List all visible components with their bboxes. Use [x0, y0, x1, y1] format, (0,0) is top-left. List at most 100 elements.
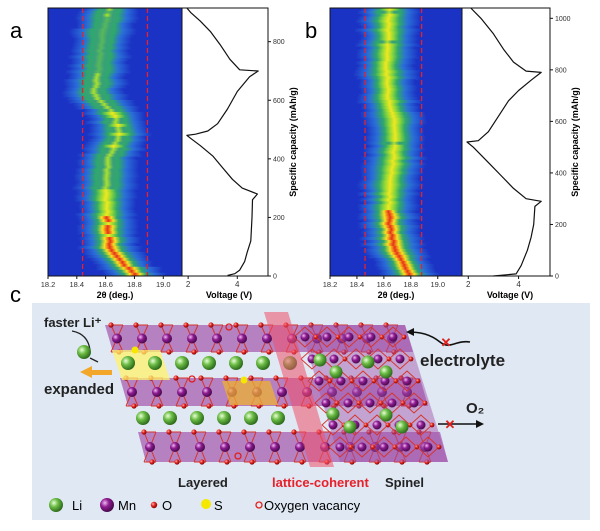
faster-li-label: faster Li⁺	[44, 315, 102, 330]
heatmap-row	[65, 70, 132, 74]
mno-octahedra-layer	[138, 432, 448, 462]
oxygen-atom	[156, 403, 162, 409]
heatmap-row	[355, 76, 421, 80]
heatmap-row	[78, 222, 139, 226]
oxygen-atom	[422, 400, 428, 406]
heatmap-row	[360, 174, 422, 179]
oxygen-atom	[249, 459, 255, 465]
heatmap-row	[65, 97, 129, 101]
manganese-atom	[170, 442, 180, 452]
spinel-bond	[402, 392, 426, 414]
manganese-atom	[409, 398, 419, 408]
oxygen-atom	[266, 429, 272, 435]
oxygen-atom	[248, 375, 254, 381]
lithium-atom	[217, 411, 231, 425]
manganese-atom	[162, 333, 172, 344]
heatmap-row	[67, 73, 128, 77]
x-tick-label: 19.0	[430, 280, 445, 289]
oxygen-atom	[366, 349, 372, 355]
legend-mn-icon	[100, 498, 114, 512]
mno-octahedra-layer	[105, 325, 413, 352]
expanded-arrow-icon	[80, 366, 112, 378]
voltage-curve	[186, 7, 259, 276]
oxygen-atom	[273, 375, 279, 381]
heatmap-row	[359, 13, 420, 18]
heatmap-row	[85, 254, 149, 259]
heatmap-row	[365, 126, 424, 131]
voltage-axis-label: Voltage (V)	[206, 290, 252, 300]
heatmap-row	[82, 251, 147, 256]
heatmap-row	[95, 266, 163, 271]
lithium-atom	[136, 411, 150, 425]
manganese-atom	[395, 354, 405, 364]
oxygen-atom	[316, 349, 322, 355]
voltage-plot-frame	[461, 7, 551, 277]
heatmap-row	[358, 31, 420, 36]
manganese-atom	[335, 442, 345, 452]
oxygen-atom	[241, 429, 247, 435]
heatmap-row	[88, 129, 150, 134]
oxygen-atom	[266, 349, 272, 355]
heatmap-row	[356, 192, 422, 196]
voltage-axis-label: Voltage (V)	[487, 290, 533, 300]
heatmap-frame	[47, 7, 183, 277]
heatmap-row	[362, 195, 419, 199]
y-tick-label: 0	[273, 274, 277, 281]
heatmap-row	[88, 117, 145, 122]
spinel-bond	[337, 326, 361, 348]
heatmap-row	[76, 153, 144, 158]
heatmap-row	[360, 156, 429, 161]
oxygen-atom	[133, 322, 139, 328]
heatmap-row	[359, 111, 426, 116]
oxygen-atom	[216, 349, 222, 355]
heatmap-row	[101, 269, 162, 274]
heatmap-row	[362, 150, 424, 155]
heatmap-row	[80, 147, 148, 152]
y-tick-label: 800	[555, 67, 567, 74]
heatmap-row	[360, 210, 417, 214]
y-tick-label: 800	[273, 39, 285, 46]
heatmap-row	[74, 177, 139, 182]
y-tick-label: 1000	[555, 16, 571, 23]
heatmap-row	[354, 43, 421, 48]
heatmap-row	[353, 70, 421, 74]
x-axis-label: 2θ (deg.)	[97, 290, 134, 300]
oxygen-atom	[191, 349, 197, 355]
moving-li-ion	[77, 345, 91, 359]
x-axis-label: 2θ (deg.)	[378, 290, 415, 300]
heatmap-row	[76, 245, 143, 250]
oxygen-atom	[233, 322, 239, 328]
spinel-bond	[416, 436, 440, 458]
heatmap-row	[356, 97, 419, 101]
manganese-atom	[379, 442, 389, 452]
oxygen-atom	[399, 459, 405, 465]
heatmap-row	[76, 162, 140, 167]
spinel-bond	[350, 436, 374, 458]
spinel-bond	[321, 414, 345, 436]
x-tick-label: 18.4	[350, 280, 365, 289]
manganese-atom	[366, 332, 376, 342]
heatmap-row	[360, 25, 418, 30]
lithium-atom	[244, 411, 258, 425]
heatmap-frame	[329, 7, 463, 277]
heatmap-row	[360, 114, 427, 119]
heatmap-row	[63, 82, 131, 86]
heatmap-row	[71, 52, 131, 56]
crystal-structure	[105, 322, 448, 465]
heatmap-row	[356, 216, 424, 220]
heatmap-row	[74, 105, 140, 110]
heatmap-row	[356, 49, 419, 53]
heatmap-row	[73, 174, 141, 179]
oxygen-atom	[424, 459, 430, 465]
manganese-atom	[388, 332, 398, 342]
manganese-atom	[416, 420, 426, 430]
heatmap-row	[362, 201, 419, 205]
oxygen-atom	[358, 322, 364, 328]
spinel-bond	[381, 326, 405, 348]
voltage-tick-label: 4	[516, 280, 521, 289]
panel-label-c: c	[10, 282, 21, 307]
o2-label: O₂	[466, 400, 484, 417]
heatmap-row	[74, 198, 137, 202]
heatmap-row	[358, 180, 422, 184]
